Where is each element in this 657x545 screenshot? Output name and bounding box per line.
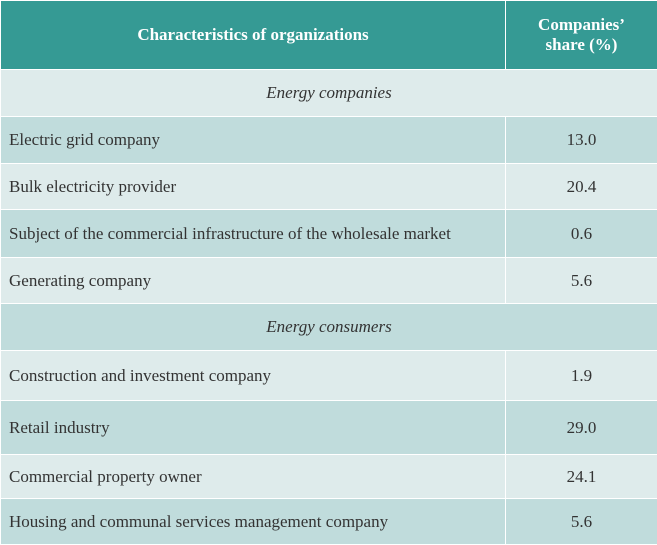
organization-name-cell: Retail industry (1, 401, 506, 455)
section-title: Energy consumers (1, 304, 657, 351)
table-row: Electric grid company 13.0 (1, 117, 657, 164)
section-header-row: Energy consumers (1, 304, 657, 351)
table-row: Commercial property owner 24.1 (1, 455, 657, 499)
column-header-share-line1: Companies’ (506, 15, 657, 35)
share-value-cell: 29.0 (506, 401, 657, 455)
table-row: Subject of the commercial infrastructure… (1, 210, 657, 258)
organization-name-cell: Bulk electricity provider (1, 164, 506, 210)
organization-name-cell: Generating company (1, 258, 506, 304)
share-value-cell: 0.6 (506, 210, 657, 258)
share-value-cell: 20.4 (506, 164, 657, 210)
table-row: Bulk electricity provider 20.4 (1, 164, 657, 210)
organization-name-cell: Housing and communal services management… (1, 499, 506, 545)
share-value-cell: 13.0 (506, 117, 657, 164)
organization-name-cell: Electric grid company (1, 117, 506, 164)
share-value-cell: 24.1 (506, 455, 657, 499)
organization-name-cell: Subject of the commercial infrastructure… (1, 210, 506, 258)
table-row: Construction and investment company 1.9 (1, 351, 657, 401)
table-header-row: Characteristics of organizations Compani… (1, 1, 657, 70)
section-title: Energy companies (1, 70, 657, 117)
section-header-row: Energy companies (1, 70, 657, 117)
column-header-share: Companies’ share (%) (506, 1, 657, 70)
organization-name-cell: Construction and investment company (1, 351, 506, 401)
table-row: Retail industry 29.0 (1, 401, 657, 455)
table-row: Housing and communal services management… (1, 499, 657, 545)
share-value-cell: 1.9 (506, 351, 657, 401)
share-value-cell: 5.6 (506, 258, 657, 304)
share-value-cell: 5.6 (506, 499, 657, 545)
column-header-share-line2: share (%) (506, 35, 657, 55)
organization-name-cell: Commercial property owner (1, 455, 506, 499)
table-row: Generating company 5.6 (1, 258, 657, 304)
column-header-characteristics: Characteristics of organizations (1, 1, 506, 70)
